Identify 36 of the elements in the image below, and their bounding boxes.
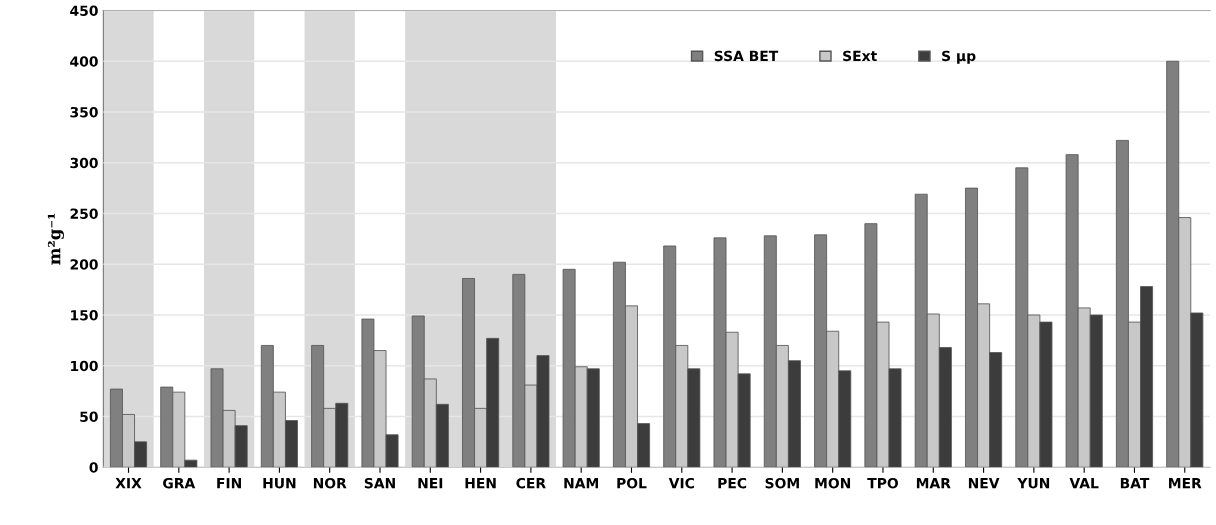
x-tick-label: VIC	[668, 477, 694, 489]
x-tick-label: GRA	[163, 477, 196, 489]
x-tick-label: VAL	[1069, 478, 1099, 489]
y-tick-label: 450	[70, 5, 98, 16]
x-tick-label: NEI	[418, 478, 443, 489]
legend-label: SExt	[843, 50, 877, 62]
x-tick-label: XIX	[115, 478, 142, 489]
x-tick-label: MON	[815, 477, 851, 489]
y-tick-label: 100	[71, 360, 98, 372]
y-tick-label: 200	[70, 259, 98, 270]
x-tick-label: YUN	[1017, 478, 1050, 489]
y-axis-title: m²g⁻¹	[47, 213, 64, 265]
x-tick-label: NAM	[564, 478, 599, 489]
y-tick-label: 350	[70, 106, 98, 118]
y-tick-label: 250	[70, 208, 98, 219]
x-tick-label: HEN	[465, 478, 496, 489]
x-tick-label: CER	[516, 477, 546, 489]
y-tick-label: 150	[71, 309, 98, 321]
x-tick-label: SAN	[364, 477, 395, 489]
x-tick-label: NOR	[313, 477, 347, 489]
y-tick-label: 50	[80, 411, 98, 422]
legend-label: S µp	[942, 50, 976, 64]
x-tick-label: PEC	[718, 477, 747, 489]
x-tick-label: MER	[1169, 478, 1202, 489]
x-tick-label: BAT	[1120, 478, 1150, 489]
x-tick-label: NEV	[968, 478, 1000, 489]
x-tick-label: MAR	[916, 478, 951, 489]
x-tick-label: TPO	[867, 477, 899, 489]
y-tick-label: 400	[70, 56, 98, 67]
x-tick-label: HUN	[263, 478, 296, 489]
x-tick-label: SOM	[765, 477, 799, 489]
x-tick-label: FIN	[217, 478, 241, 489]
y-tick-label: 300	[70, 157, 98, 169]
legend-label: SSA BET	[714, 50, 779, 62]
y-tick-label: 0	[89, 462, 98, 473]
x-tick-label: POL	[617, 477, 647, 489]
